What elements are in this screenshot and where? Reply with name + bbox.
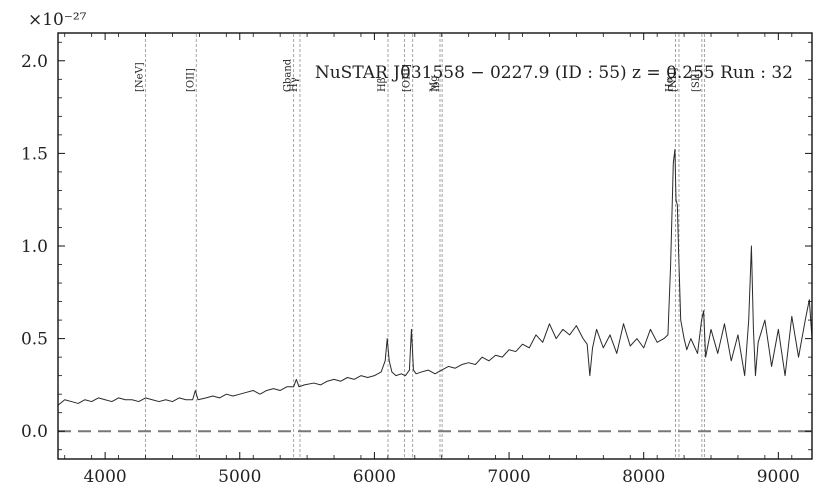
- plot-frame: [57, 32, 813, 460]
- x-tick-label: 4000: [83, 467, 126, 487]
- emission-line-label: [SII]: [691, 69, 702, 92]
- emission-line-label: Hβ: [377, 77, 388, 92]
- emission-line-label: Hγ: [289, 77, 300, 92]
- emission-line-label: Mg: [429, 75, 440, 92]
- spectrum-line: [57, 149, 813, 406]
- y-tick-label: 2.0: [21, 52, 48, 72]
- x-tick-label: 9000: [757, 467, 800, 487]
- emission-line-label: Ib: [431, 82, 442, 92]
- emission-line-label: Gband: [283, 58, 294, 92]
- x-tick-label: 5000: [218, 467, 261, 487]
- y-tick-label: 0.0: [21, 422, 48, 442]
- x-tick-label: 8000: [622, 467, 665, 487]
- y-tick-label: 1.5: [21, 144, 48, 164]
- emission-line-label: Hα: [664, 76, 675, 92]
- ticks: 4000 5000 6000 7000 8000 9000 0.0 0.5 1.0 1.5 2.0: [21, 33, 812, 487]
- axes-frame: [57, 32, 813, 460]
- emission-line-label: [NeV]: [135, 62, 146, 92]
- emission-line-label: [OII]: [185, 68, 196, 92]
- x-tick-label: 7000: [487, 467, 530, 487]
- chart-title: NuSTAR J031558 − 0227.9 (ID : 55) z = 0.…: [315, 63, 793, 83]
- y-tick-label: 1.0: [21, 237, 48, 257]
- emission-line-label: [OIII]: [402, 64, 413, 92]
- y-tick-label: 0.5: [21, 330, 48, 350]
- x-tick-label: 6000: [353, 467, 396, 487]
- y-axis-multiplier: ×10⁻²⁷: [28, 10, 87, 30]
- spectrum-series: [57, 149, 813, 406]
- emission-line-label: [NII]: [668, 67, 679, 92]
